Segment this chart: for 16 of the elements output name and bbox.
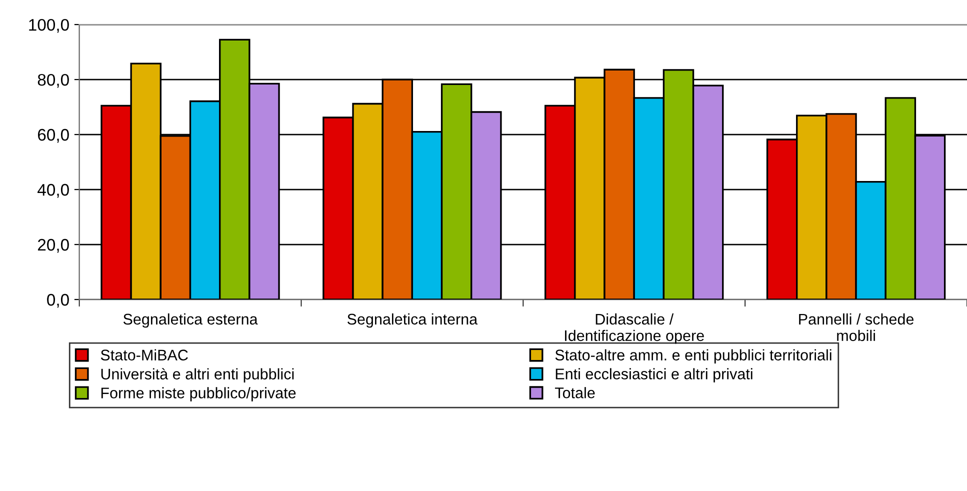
- y-tick-label: 0,0: [47, 294, 69, 308]
- y-tick-label: 80,0: [38, 74, 69, 88]
- legend-label: Totale: [554, 387, 595, 398]
- x-tick-label: Segnaletica interna: [347, 313, 478, 328]
- y-tick-label: 20,0: [38, 238, 69, 253]
- y-tick-label: 40,0: [38, 184, 69, 198]
- legend-label: Forme miste pubblico/private: [101, 387, 296, 402]
- legend-label: Stato-MiBAC: [100, 349, 188, 360]
- y-tick-label: 60,0: [38, 128, 69, 143]
- x-tick-label: Pannelli / schede mobili: [799, 313, 914, 342]
- legend-label: Stato-altre amm. e enti pubblici territoriali: [555, 349, 832, 364]
- legend-label: Enti ecclesiastici e altri privati: [556, 368, 752, 382]
- x-tick-label: Segnaletica esterna: [123, 313, 258, 328]
- x-tick-label: Didascalie / Identificazione opere: [565, 313, 704, 344]
- legend-label: Università e altri enti pubblici: [101, 368, 294, 383]
- y-tick-label: 100,0: [29, 18, 69, 33]
